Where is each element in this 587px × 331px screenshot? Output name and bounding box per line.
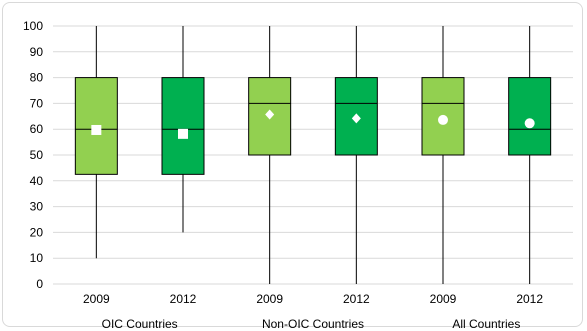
y-tick-label: 100 [23, 19, 43, 33]
x-tick-label: 2012 [343, 292, 370, 306]
y-tick-label: 50 [30, 148, 44, 162]
y-tick-label: 20 [30, 225, 44, 239]
x-tick-label: 2012 [170, 292, 197, 306]
y-tick-label: 0 [36, 277, 43, 291]
box [334, 77, 378, 156]
mean-marker-circle [438, 114, 448, 125]
y-tick-label: 30 [30, 200, 44, 214]
group-label: Non-OIC Countries [262, 317, 364, 331]
y-tick-label: 10 [30, 251, 44, 265]
box [161, 77, 205, 175]
mean-marker-square [91, 124, 102, 135]
x-tick-label: 2009 [430, 292, 457, 306]
y-tick-label: 70 [30, 96, 44, 110]
mean-marker-circle [524, 118, 535, 129]
y-tick-label: 90 [30, 45, 44, 59]
y-tick-label: 40 [30, 174, 44, 188]
x-tick-label: 2012 [516, 292, 543, 306]
y-tick-label: 80 [30, 71, 44, 85]
box [508, 77, 552, 156]
y-tick-label: 60 [30, 122, 44, 136]
mean-marker-diamond [265, 109, 275, 120]
group-label: OIC Countries [102, 317, 178, 331]
x-tick-label: 2009 [256, 292, 283, 306]
group-label: All Countries [452, 317, 520, 331]
mean-marker-square [178, 128, 188, 139]
x-tick-label: 2009 [83, 292, 110, 306]
mean-marker-diamond [351, 113, 361, 124]
